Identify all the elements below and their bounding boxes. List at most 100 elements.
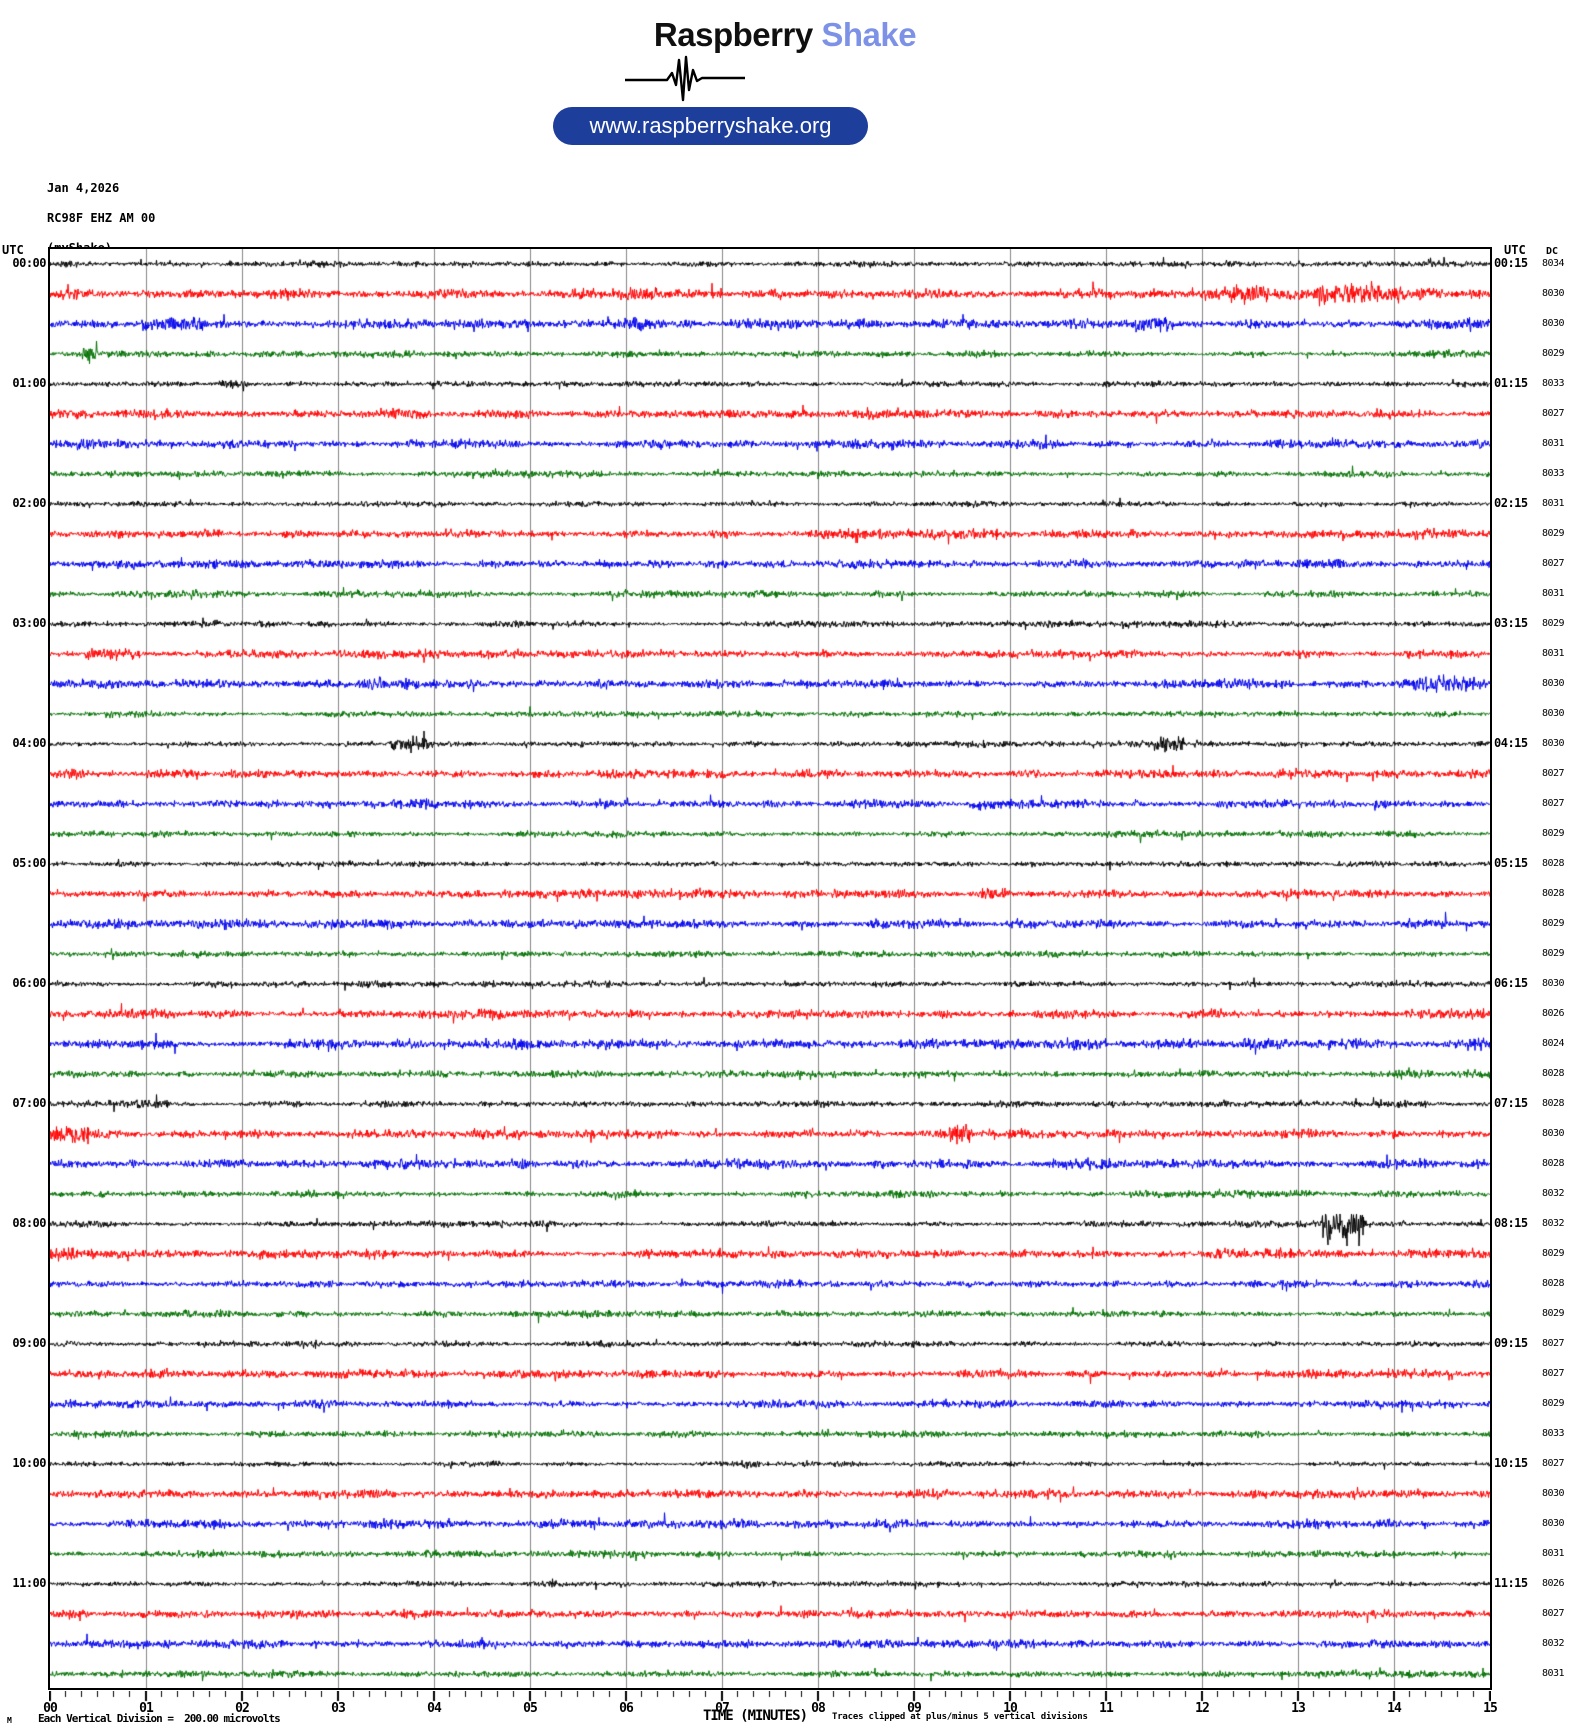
hour-label-left: 08:00 xyxy=(12,1216,46,1230)
utc-header-left: UTC xyxy=(2,243,24,257)
hour-label-left: 05:00 xyxy=(12,856,46,870)
station-date: Jan 4,2026 xyxy=(47,181,120,195)
x-tick-label: 02 xyxy=(235,1701,250,1716)
dc-value: 8029 xyxy=(1542,618,1565,629)
dc-value: 8034 xyxy=(1542,258,1565,269)
hour-label-right: 01:15 xyxy=(1494,376,1528,390)
dc-value: 8027 xyxy=(1542,798,1565,809)
vertical-scale-note: Each Vertical Division = 200.00 microvol… xyxy=(38,1712,281,1725)
station-id: RC98F EHZ AM 00 xyxy=(47,211,156,225)
dc-value: 8030 xyxy=(1542,978,1565,989)
hour-label-right: 00:15 xyxy=(1494,256,1528,270)
dc-value: 8030 xyxy=(1542,708,1565,719)
clip-note: Traces clipped at plus/minus 5 vertical … xyxy=(832,1712,1088,1722)
dc-value: 8032 xyxy=(1542,1638,1565,1649)
dc-value: 8027 xyxy=(1542,408,1565,419)
dc-value: 8027 xyxy=(1542,1458,1565,1469)
dc-value: 8030 xyxy=(1542,678,1565,689)
x-tick-label: 00 xyxy=(43,1701,58,1716)
dc-value: 8032 xyxy=(1542,1218,1565,1229)
hour-label-left: 02:00 xyxy=(12,496,46,510)
dc-value: 8024 xyxy=(1542,1038,1565,1049)
dc-value: 8027 xyxy=(1542,1608,1565,1619)
dc-value: 8030 xyxy=(1542,318,1565,329)
dc-value: 8026 xyxy=(1542,1008,1565,1019)
dc-value: 8031 xyxy=(1542,1668,1565,1679)
hour-label-right: 04:15 xyxy=(1494,736,1528,750)
utc-header-right: UTC xyxy=(1504,243,1526,257)
dc-value: 8031 xyxy=(1542,588,1565,599)
dc-value: 8027 xyxy=(1542,768,1565,779)
scale-mark: M xyxy=(7,1716,12,1725)
dc-value: 8033 xyxy=(1542,378,1565,389)
dc-value: 8029 xyxy=(1542,348,1565,359)
dc-value: 8030 xyxy=(1542,1128,1565,1139)
dc-value: 8028 xyxy=(1542,1068,1565,1079)
x-tick-label: 10 xyxy=(1003,1701,1018,1716)
hour-label-right: 02:15 xyxy=(1494,496,1528,510)
dc-value: 8028 xyxy=(1542,1098,1565,1109)
hour-label-right: 11:15 xyxy=(1494,1576,1528,1590)
dc-header: DC xyxy=(1546,246,1559,257)
dc-value: 8029 xyxy=(1542,1398,1565,1409)
dc-value: 8033 xyxy=(1542,1428,1565,1439)
dc-value: 8031 xyxy=(1542,438,1565,449)
x-tick-label: 09 xyxy=(907,1701,922,1716)
x-tick-label: 15 xyxy=(1483,1701,1498,1716)
hour-label-left: 06:00 xyxy=(12,976,46,990)
hour-label-left: 09:00 xyxy=(12,1336,46,1350)
dc-value: 8031 xyxy=(1542,648,1565,659)
brand-logo: Raspberry Shake xyxy=(0,16,1570,54)
dc-value: 8026 xyxy=(1542,1578,1565,1589)
seismic-wave-icon xyxy=(625,55,745,102)
x-tick-label: 14 xyxy=(1387,1701,1402,1716)
helicorder-plot xyxy=(48,247,1492,1690)
dc-value: 8030 xyxy=(1542,1518,1565,1529)
dc-value: 8030 xyxy=(1542,288,1565,299)
dc-value: 8031 xyxy=(1542,498,1565,509)
dc-value: 8029 xyxy=(1542,528,1565,539)
station-info: Jan 4,2026 RC98F EHZ AM 00 (myShake) xyxy=(47,181,155,256)
dc-value: 8031 xyxy=(1542,1548,1565,1559)
dc-value: 8027 xyxy=(1542,558,1565,569)
dc-value: 8027 xyxy=(1542,1338,1565,1349)
hour-label-left: 03:00 xyxy=(12,616,46,630)
dc-value: 8028 xyxy=(1542,1278,1565,1289)
brand-word-shake: Shake xyxy=(821,16,917,53)
dc-value: 8028 xyxy=(1542,888,1565,899)
x-tick-label: 06 xyxy=(619,1701,634,1716)
hour-label-right: 10:15 xyxy=(1494,1456,1528,1470)
dc-value: 8030 xyxy=(1542,738,1565,749)
dc-value: 8029 xyxy=(1542,918,1565,929)
hour-label-right: 07:15 xyxy=(1494,1096,1528,1110)
hour-label-right: 09:15 xyxy=(1494,1336,1528,1350)
dc-value: 8029 xyxy=(1542,1308,1565,1319)
brand-word-raspberry: Raspberry xyxy=(653,16,813,53)
x-tick-label: 03 xyxy=(331,1701,346,1716)
hour-label-left: 11:00 xyxy=(12,1576,46,1590)
website-link-button[interactable]: www.raspberryshake.org xyxy=(553,107,868,145)
dc-value: 8032 xyxy=(1542,1188,1565,1199)
hour-label-right: 03:15 xyxy=(1494,616,1528,630)
hour-label-left: 04:00 xyxy=(12,736,46,750)
dc-value: 8028 xyxy=(1542,858,1565,869)
dc-value: 8029 xyxy=(1542,828,1565,839)
hour-label-right: 06:15 xyxy=(1494,976,1528,990)
hour-label-left: 07:00 xyxy=(12,1096,46,1110)
helicorder-traces-canvas xyxy=(50,249,1490,1688)
hour-label-right: 05:15 xyxy=(1494,856,1528,870)
hour-label-left: 01:00 xyxy=(12,376,46,390)
dc-value: 8028 xyxy=(1542,1158,1565,1169)
x-axis-title: TIME (MINUTES) xyxy=(703,1708,808,1724)
x-tick-label: 11 xyxy=(1099,1701,1114,1716)
x-axis-ticks-canvas xyxy=(49,1691,1491,1702)
hour-label-right: 08:15 xyxy=(1494,1216,1528,1230)
x-tick-label: 05 xyxy=(523,1701,538,1716)
dc-value: 8030 xyxy=(1542,1488,1565,1499)
dc-value: 8029 xyxy=(1542,1248,1565,1259)
hour-label-left: 10:00 xyxy=(12,1456,46,1470)
dc-value: 8029 xyxy=(1542,948,1565,959)
dc-value: 8033 xyxy=(1542,468,1565,479)
dc-value: 8027 xyxy=(1542,1368,1565,1379)
